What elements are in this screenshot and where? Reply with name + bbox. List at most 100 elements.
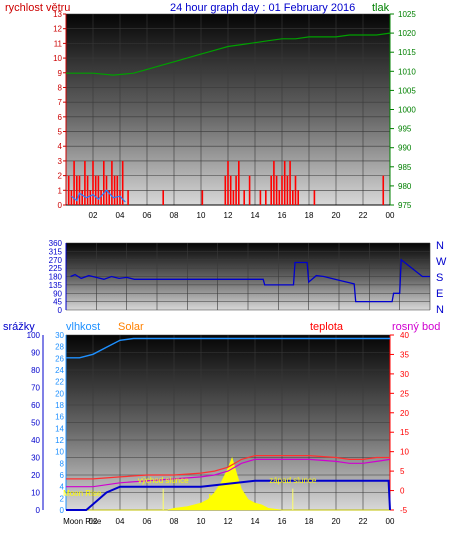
humidity-tick-label: 4	[60, 483, 65, 492]
temperature-tick-label: 20	[400, 409, 409, 418]
dewpoint-axis-label: rosný bod	[392, 321, 440, 333]
temperature-axis-label: teplota	[310, 321, 344, 333]
rain-tick-label: 10	[31, 489, 40, 498]
annotation-label: východ slunce	[138, 476, 189, 485]
x-tick-label: Moon Rise	[63, 517, 102, 526]
humidity-tick-label: 20	[55, 389, 64, 398]
x-tick-label: 14	[251, 517, 260, 526]
pressure-tick-label: 975	[398, 201, 412, 210]
humidity-tick-label: 6	[60, 471, 65, 480]
pressure-tick-label: 1020	[398, 29, 416, 38]
wind-speed-tick-label: 6	[58, 113, 63, 122]
chart-marks: 0123456789101112139759809859909951000100…	[27, 10, 431, 526]
rain-axis-label: srážky	[3, 321, 35, 333]
annotation-label: západ slunce	[269, 476, 317, 485]
humidity-tick-label: 8	[60, 459, 65, 468]
pressure-tick-label: 1005	[398, 86, 416, 95]
wind-speed-tick-label: 5	[58, 128, 63, 137]
humidity-tick-label: 22	[55, 378, 64, 387]
x-tick-label: 06	[143, 211, 152, 220]
x-tick-label: 20	[332, 211, 341, 220]
rain-tick-label: 30	[31, 454, 40, 463]
pressure-tick-label: 1010	[398, 67, 416, 76]
humidity-line	[66, 337, 390, 359]
direction-tick-label: 45	[53, 298, 62, 307]
direction-tick-label: 360	[49, 239, 63, 248]
wind-speed-axis-label: rychlost větru	[5, 2, 70, 14]
humidity-tick-label: 0	[60, 506, 65, 515]
x-tick-label: 00	[386, 211, 395, 220]
annotation-label: Moon Rise	[63, 489, 102, 498]
direction-letter-n-bottom: N	[436, 304, 444, 316]
x-tick-label: 22	[359, 211, 368, 220]
wind-speed-tick-label: 7	[58, 98, 63, 107]
rain-tick-label: 80	[31, 366, 40, 375]
humidity-tick-label: 12	[55, 436, 64, 445]
direction-tick-label: 0	[58, 306, 63, 315]
rain-tick-label: 70	[31, 384, 40, 393]
temperature-tick-label: 25	[400, 389, 409, 398]
wind-direction-line	[70, 258, 430, 303]
pressure-axis-label: tlak	[372, 2, 390, 14]
x-tick-label: 18	[305, 517, 314, 526]
pressure-tick-label: 990	[398, 144, 412, 153]
wind-speed-tick-label: 4	[58, 142, 63, 151]
wind-speed-tick-label: 10	[53, 54, 62, 63]
x-tick-label: 22	[359, 517, 368, 526]
rain-tick-label: 50	[31, 419, 40, 428]
humidity-tick-label: 28	[55, 343, 64, 352]
x-tick-label: 02	[89, 211, 98, 220]
direction-letter-s: S	[436, 272, 443, 284]
direction-tick-label: 315	[49, 247, 63, 256]
direction-tick-label: 135	[49, 281, 63, 290]
x-tick-label: 10	[197, 211, 206, 220]
pressure-tick-label: 980	[398, 182, 412, 191]
dewpoint-line	[66, 458, 391, 488]
pressure-tick-label: 995	[398, 125, 412, 134]
pressure-tick-label: 985	[398, 163, 412, 172]
humidity-tick-label: 30	[55, 331, 64, 340]
humidity-tick-label: 2	[60, 494, 65, 503]
x-tick-label: 12	[224, 517, 233, 526]
rain-tick-label: 60	[31, 401, 40, 410]
solar-axis-label: Solar	[118, 321, 144, 333]
x-tick-label: 04	[116, 517, 125, 526]
wind-speed-tick-label: 12	[53, 25, 62, 34]
wind-speed-tick-label: 9	[58, 69, 63, 78]
wind-speed-tick-label: 8	[58, 83, 63, 92]
x-tick-label: 12	[224, 211, 233, 220]
x-tick-label: 16	[278, 211, 287, 220]
wind-speed-tick-label: 2	[58, 172, 63, 181]
x-tick-label: 18	[305, 211, 314, 220]
x-tick-label: 04	[116, 211, 125, 220]
temperature-tick-label: 15	[400, 428, 409, 437]
chart-title: 24 hour graph day : 01 February 2016	[170, 2, 355, 14]
temperature-tick-label: 30	[400, 370, 409, 379]
pressure-tick-label: 1025	[398, 10, 416, 19]
humidity-tick-label: 10	[55, 448, 64, 457]
x-tick-label: 16	[278, 517, 287, 526]
rain-tick-label: 100	[27, 331, 41, 340]
direction-tick-label: 225	[49, 264, 63, 273]
x-tick-label: 00	[386, 517, 395, 526]
temperature-tick-label: 40	[400, 331, 409, 340]
temperature-line	[66, 455, 390, 480]
temperature-tick-label: 0	[400, 487, 405, 496]
wind-speed-tick-label: 11	[54, 39, 63, 48]
x-tick-label: 08	[170, 211, 179, 220]
rain-tick-label: 0	[36, 506, 41, 515]
humidity-tick-label: 14	[55, 424, 64, 433]
x-tick-label: 06	[143, 517, 152, 526]
temperature-tick-label: 5	[400, 467, 405, 476]
x-tick-label: 02	[89, 517, 98, 526]
wind-speed-tick-label: 0	[58, 201, 63, 210]
annotation-label: Moon	[209, 493, 229, 502]
humidity-axis-label: vlhkost	[66, 321, 100, 333]
humidity-tick-label: 18	[55, 401, 64, 410]
direction-letter-n-top: N	[436, 240, 444, 252]
pressure-line	[66, 32, 391, 76]
humidity-tick-label: 16	[55, 413, 64, 422]
wind-average-line	[71, 189, 126, 203]
rain-tick-label: 90	[31, 349, 40, 358]
